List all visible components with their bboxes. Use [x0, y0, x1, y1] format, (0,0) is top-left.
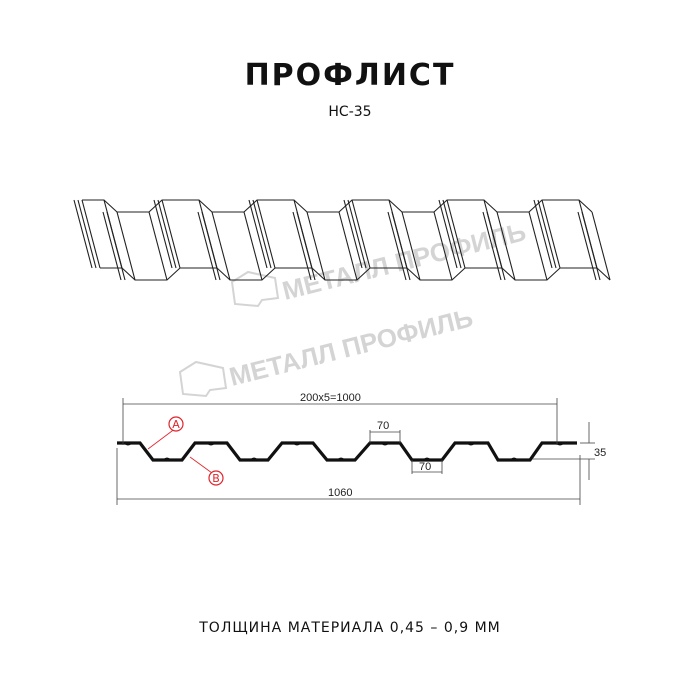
sheet-fold-line: [161, 199, 181, 269]
sheet-rib-line: [391, 211, 411, 281]
sheet-rib-line: [292, 211, 312, 281]
sheet-rib-line: [581, 211, 601, 281]
watermark: МЕТАЛЛ ПРОФИЛЬ: [178, 302, 476, 398]
profile-rib: [467, 442, 475, 446]
sheet-fold-line: [81, 199, 101, 269]
sheet-rib-line: [201, 211, 221, 281]
sheet-fold-line: [446, 199, 466, 269]
sheet-rib-line: [102, 211, 122, 281]
cross-section-profile: [117, 441, 577, 462]
sheet-rib-line: [248, 199, 268, 269]
sheet-rib-line: [157, 199, 177, 269]
sheet-fold-line: [496, 211, 516, 281]
sheet-fold-line: [401, 211, 421, 281]
sheet-rib-line: [438, 199, 458, 269]
profile-rib: [124, 442, 132, 446]
sheet-fold-line: [528, 211, 548, 281]
sheet-fold-line: [351, 199, 371, 269]
dimension-lines: [116, 398, 595, 505]
profile-rib: [556, 442, 564, 446]
dim-bottom-width: 70: [419, 461, 431, 473]
marker-b: B: [189, 456, 224, 486]
sheet-rib-line: [153, 199, 173, 269]
page-title: ПРОФЛИСТ: [244, 58, 456, 93]
dim-total-width: 1060: [328, 487, 352, 499]
sheet-fold-line: [541, 199, 561, 269]
sheet-rib-line: [442, 199, 462, 269]
sheet-rib-line: [197, 211, 217, 281]
sheet-fold-line: [433, 211, 453, 281]
sheet-rib-line: [77, 199, 97, 269]
profile-line: [117, 441, 577, 462]
sheet-rib-line: [343, 199, 363, 269]
svg-text:МЕТАЛЛ ПРОФИЛЬ: МЕТАЛЛ ПРОФИЛЬ: [226, 302, 476, 392]
material-thickness: ТОЛЩИНА МАТЕРИАЛА 0,45 – 0,9 ММ: [199, 620, 501, 636]
sheet-fold-line: [306, 211, 326, 281]
dim-top-width: 70: [377, 420, 389, 432]
sheet-rib-line: [537, 199, 557, 269]
sheet-rib-line: [296, 211, 316, 281]
sheet-rib-line: [482, 211, 502, 281]
svg-text:B: B: [212, 472, 220, 485]
profile-rib: [510, 457, 518, 461]
marker-a: A: [147, 416, 184, 450]
sheet-fold-line: [591, 211, 611, 281]
profile-rib: [337, 457, 345, 461]
product-code: НС-35: [328, 104, 372, 120]
sheet-rib-line: [486, 211, 506, 281]
sheet-rib-line: [533, 199, 553, 269]
profile-rib: [163, 457, 171, 461]
profile-rib: [423, 457, 431, 461]
watermark: МЕТАЛЛ ПРОФИЛЬ: [230, 216, 529, 308]
sheet-fold-line: [243, 211, 263, 281]
profile-rib: [381, 442, 389, 446]
sheet-fold-line: [338, 211, 358, 281]
sheet-rib-line: [252, 199, 272, 269]
profile-rib: [207, 442, 215, 446]
sheet-rib-line: [347, 199, 367, 269]
sheet-fold-line: [116, 211, 136, 281]
dim-height: 35: [594, 447, 606, 459]
profile-rib: [293, 442, 301, 446]
sheet-rib-line: [73, 199, 93, 269]
profile-rib: [250, 457, 258, 461]
sheet-rib-line: [106, 211, 126, 281]
sheet-rib-line: [577, 211, 597, 281]
sheet-fold-line: [256, 199, 276, 269]
sheet-fold-line: [148, 211, 168, 281]
svg-text:A: A: [172, 418, 180, 431]
sheet-3d-view: [73, 199, 611, 281]
dim-pitch-total: 200х5=1000: [300, 392, 361, 404]
sheet-rib-line: [387, 211, 407, 281]
sheet-fold-line: [211, 211, 231, 281]
